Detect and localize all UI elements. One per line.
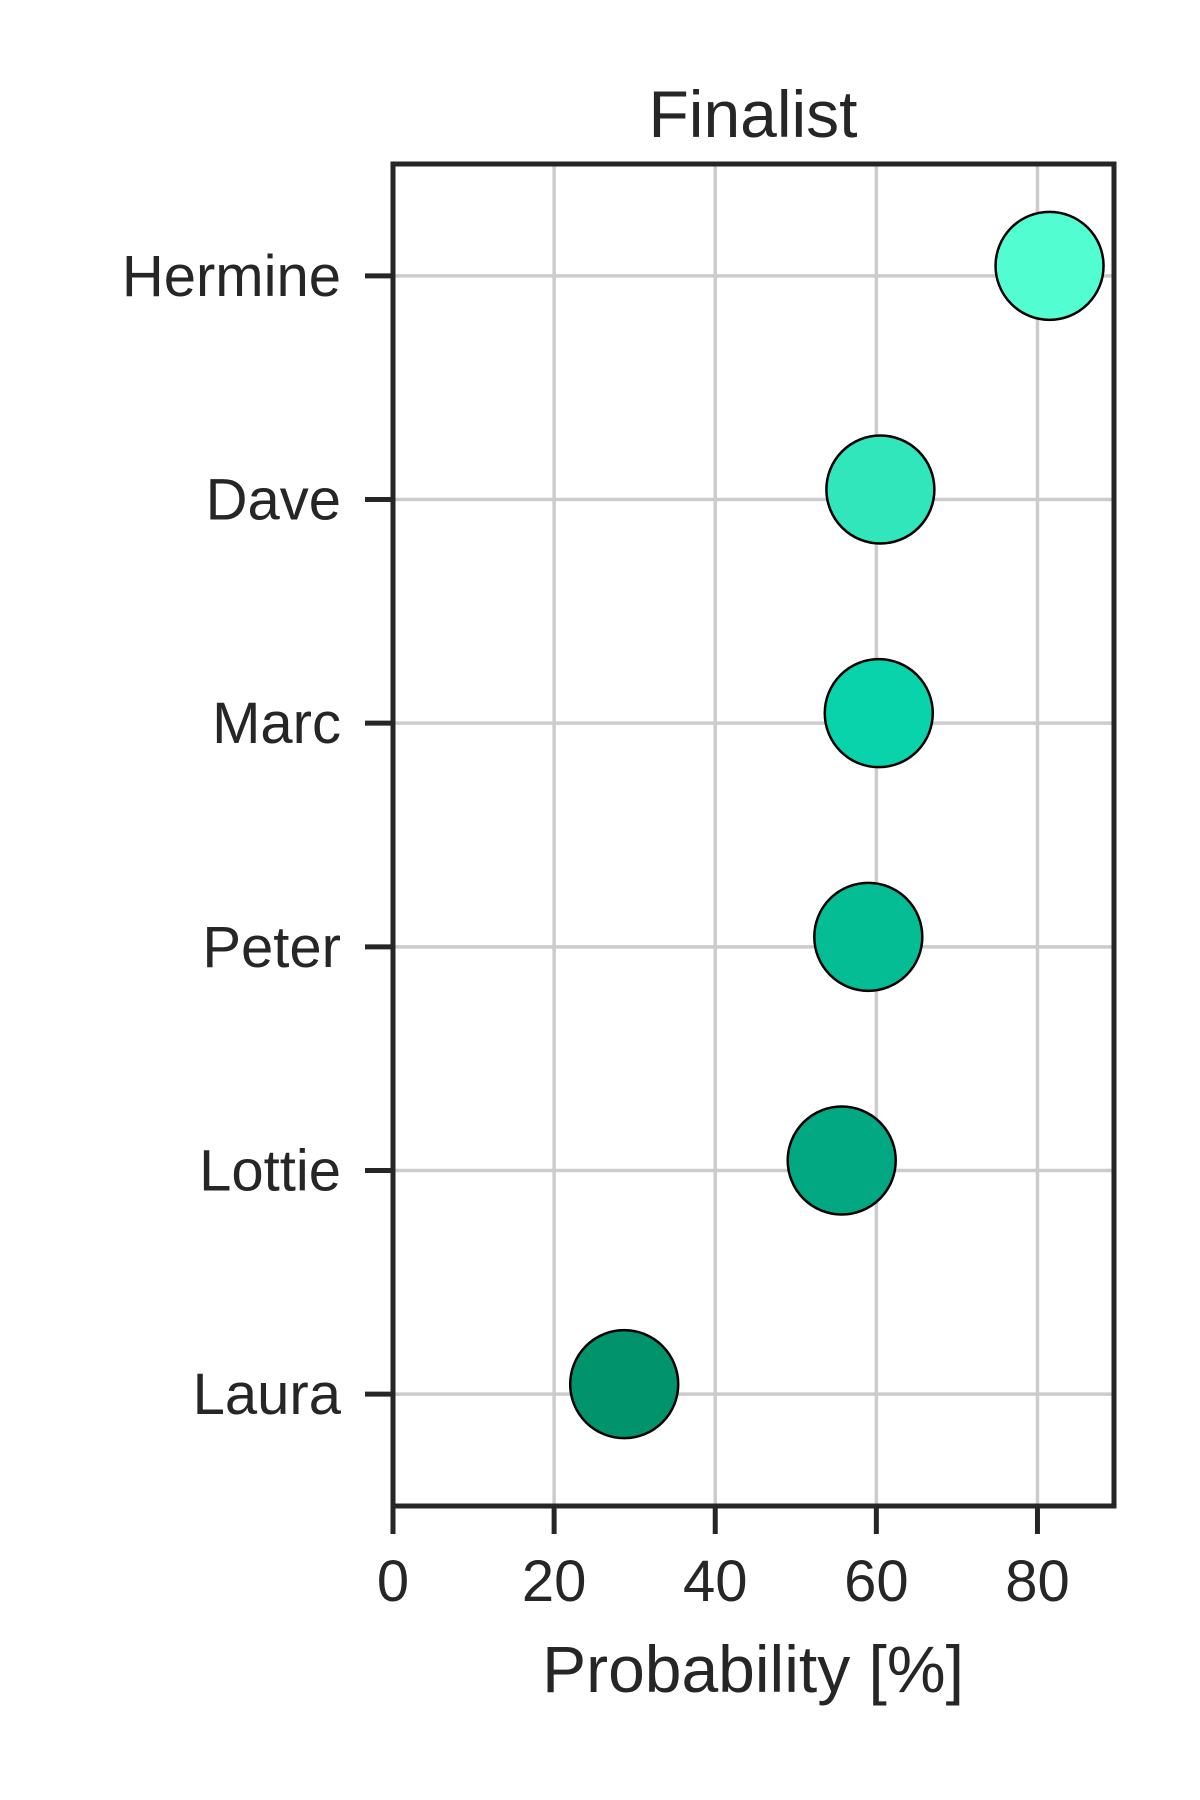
grid-layer [391,164,1114,1506]
x-tick-label: 80 [1005,1549,1070,1614]
data-point-laura [568,1328,680,1440]
data-point-lottie [786,1105,897,1216]
dots-layer [568,210,1105,1440]
data-point-dave [825,434,936,545]
x-tick-label: 20 [522,1549,587,1614]
x-tick-label: 60 [844,1549,909,1614]
y-tick-label: Hermine [122,244,341,309]
y-tick-label: Peter [202,915,341,980]
y-tick-label: Dave [206,468,341,533]
x-axis-label: Probability [%] [542,1632,964,1706]
y-tick-label: Laura [193,1362,342,1427]
ticks-layer: 0 20 40 60 80 Hermine Dave Marc Peter Lottie Laura [122,244,1070,1614]
data-point-hermine [994,210,1105,322]
plot-frame [390,161,1117,1509]
y-tick-label: Lottie [199,1139,341,1204]
chart-title: Finalist [648,77,857,151]
data-point-marc [823,657,935,769]
x-tick-label: 40 [683,1549,748,1614]
data-point-peter [813,881,924,993]
y-tick-label: Marc [212,691,341,756]
x-tick-label: 0 [377,1549,409,1614]
